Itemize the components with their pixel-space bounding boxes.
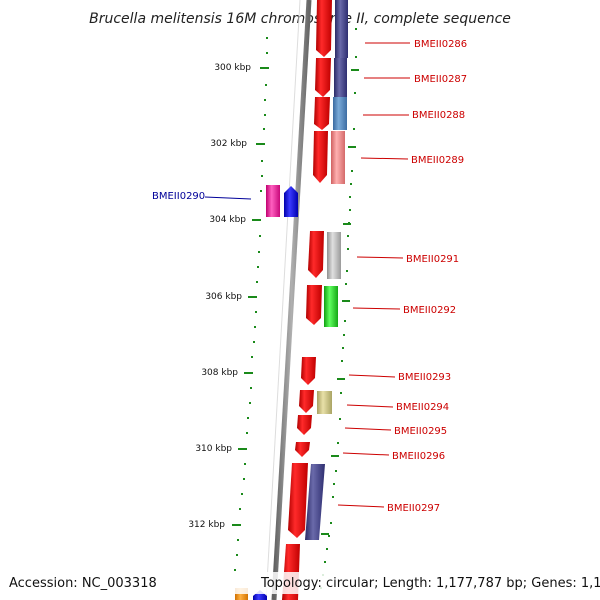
chromosome-backbone-edge [265, 0, 301, 600]
category-bar-navy-bottom [305, 464, 325, 540]
scale-label-302kbp: 302 kbp [210, 139, 247, 149]
blue-partial-arrow [253, 590, 267, 600]
category-bar-green [324, 286, 338, 327]
category-bar-salmon [331, 131, 345, 184]
gene-category-bars [305, 0, 348, 540]
right-scale-ticks [321, 69, 359, 535]
map-title: Brucella melitensis 16M chromosome II, c… [89, 11, 511, 27]
topology-text: Topology: circular; Length: 1,177,787 bp… [260, 576, 600, 591]
gene-BMEII0289-arrow[interactable] [313, 131, 328, 183]
gene-BMEII0290-arrow[interactable] [284, 186, 298, 217]
gene-BMEII0286-arrow[interactable] [316, 0, 332, 57]
left-scale-ticks [232, 67, 269, 526]
gene-label-BMEII0286[interactable]: BMEII0286 [414, 39, 467, 50]
gene-label-BMEII0291[interactable]: BMEII0291 [406, 254, 459, 265]
gene-label-BMEII0287[interactable]: BMEII0287 [414, 74, 467, 85]
category-bar-steel [333, 97, 347, 130]
gene-label-BMEII0296[interactable]: BMEII0296 [392, 451, 445, 462]
scale-label-304kbp: 304 kbp [209, 215, 246, 225]
gene-BMEII0293-arrow[interactable] [301, 357, 316, 385]
category-bar-navy-2 [334, 58, 347, 98]
category-bar-khaki [317, 391, 332, 414]
chromosome-backbone [271, 0, 312, 600]
gene-label-BMEII0293[interactable]: BMEII0293 [398, 372, 451, 383]
gene-label-BMEII0297[interactable]: BMEII0297 [387, 503, 440, 514]
gene-BMEII0296-arrow[interactable] [295, 442, 310, 457]
gene-BMEII0290-group [266, 185, 298, 217]
gene-BMEII0295-arrow[interactable] [297, 415, 312, 435]
gene-BMEII0291-arrow[interactable] [308, 231, 324, 278]
gene-BMEII0287-arrow[interactable] [315, 58, 331, 97]
gene-BMEII0294-arrow[interactable] [299, 390, 314, 413]
scale-label-308kbp: 308 kbp [201, 368, 238, 378]
gene-label-BMEII0295[interactable]: BMEII0295 [394, 426, 447, 437]
scale-label-310kbp: 310 kbp [195, 444, 232, 454]
gene-label-BMEII0288[interactable]: BMEII0288 [412, 110, 465, 121]
gene-label-BMEII0290[interactable]: BMEII0290 [152, 191, 205, 202]
gene-label-BMEII0294[interactable]: BMEII0294 [396, 402, 449, 413]
gene-BMEII0288-arrow[interactable] [314, 97, 330, 130]
gene-features [282, 0, 332, 600]
category-bar-navy-top [335, 0, 348, 58]
gene-label-BMEII0292[interactable]: BMEII0292 [403, 305, 456, 316]
gene-BMEII0292-arrow[interactable] [306, 285, 322, 325]
category-bar-grey [327, 232, 341, 279]
scale-label-300kbp: 300 kbp [214, 63, 251, 73]
gene-label-BMEII0289[interactable]: BMEII0289 [411, 155, 464, 166]
scale-label-306kbp: 306 kbp [205, 292, 242, 302]
accession-text: Accession: NC_003318 [9, 576, 157, 591]
gene-BMEII0297-arrow[interactable] [288, 463, 308, 538]
label-leaders [204, 42, 410, 508]
left-scale-track [234, 37, 268, 571]
gene-BMEII0290-magenta-bar [266, 185, 280, 217]
footer-background [0, 572, 600, 594]
scale-label-312kbp: 312 kbp [188, 520, 225, 530]
